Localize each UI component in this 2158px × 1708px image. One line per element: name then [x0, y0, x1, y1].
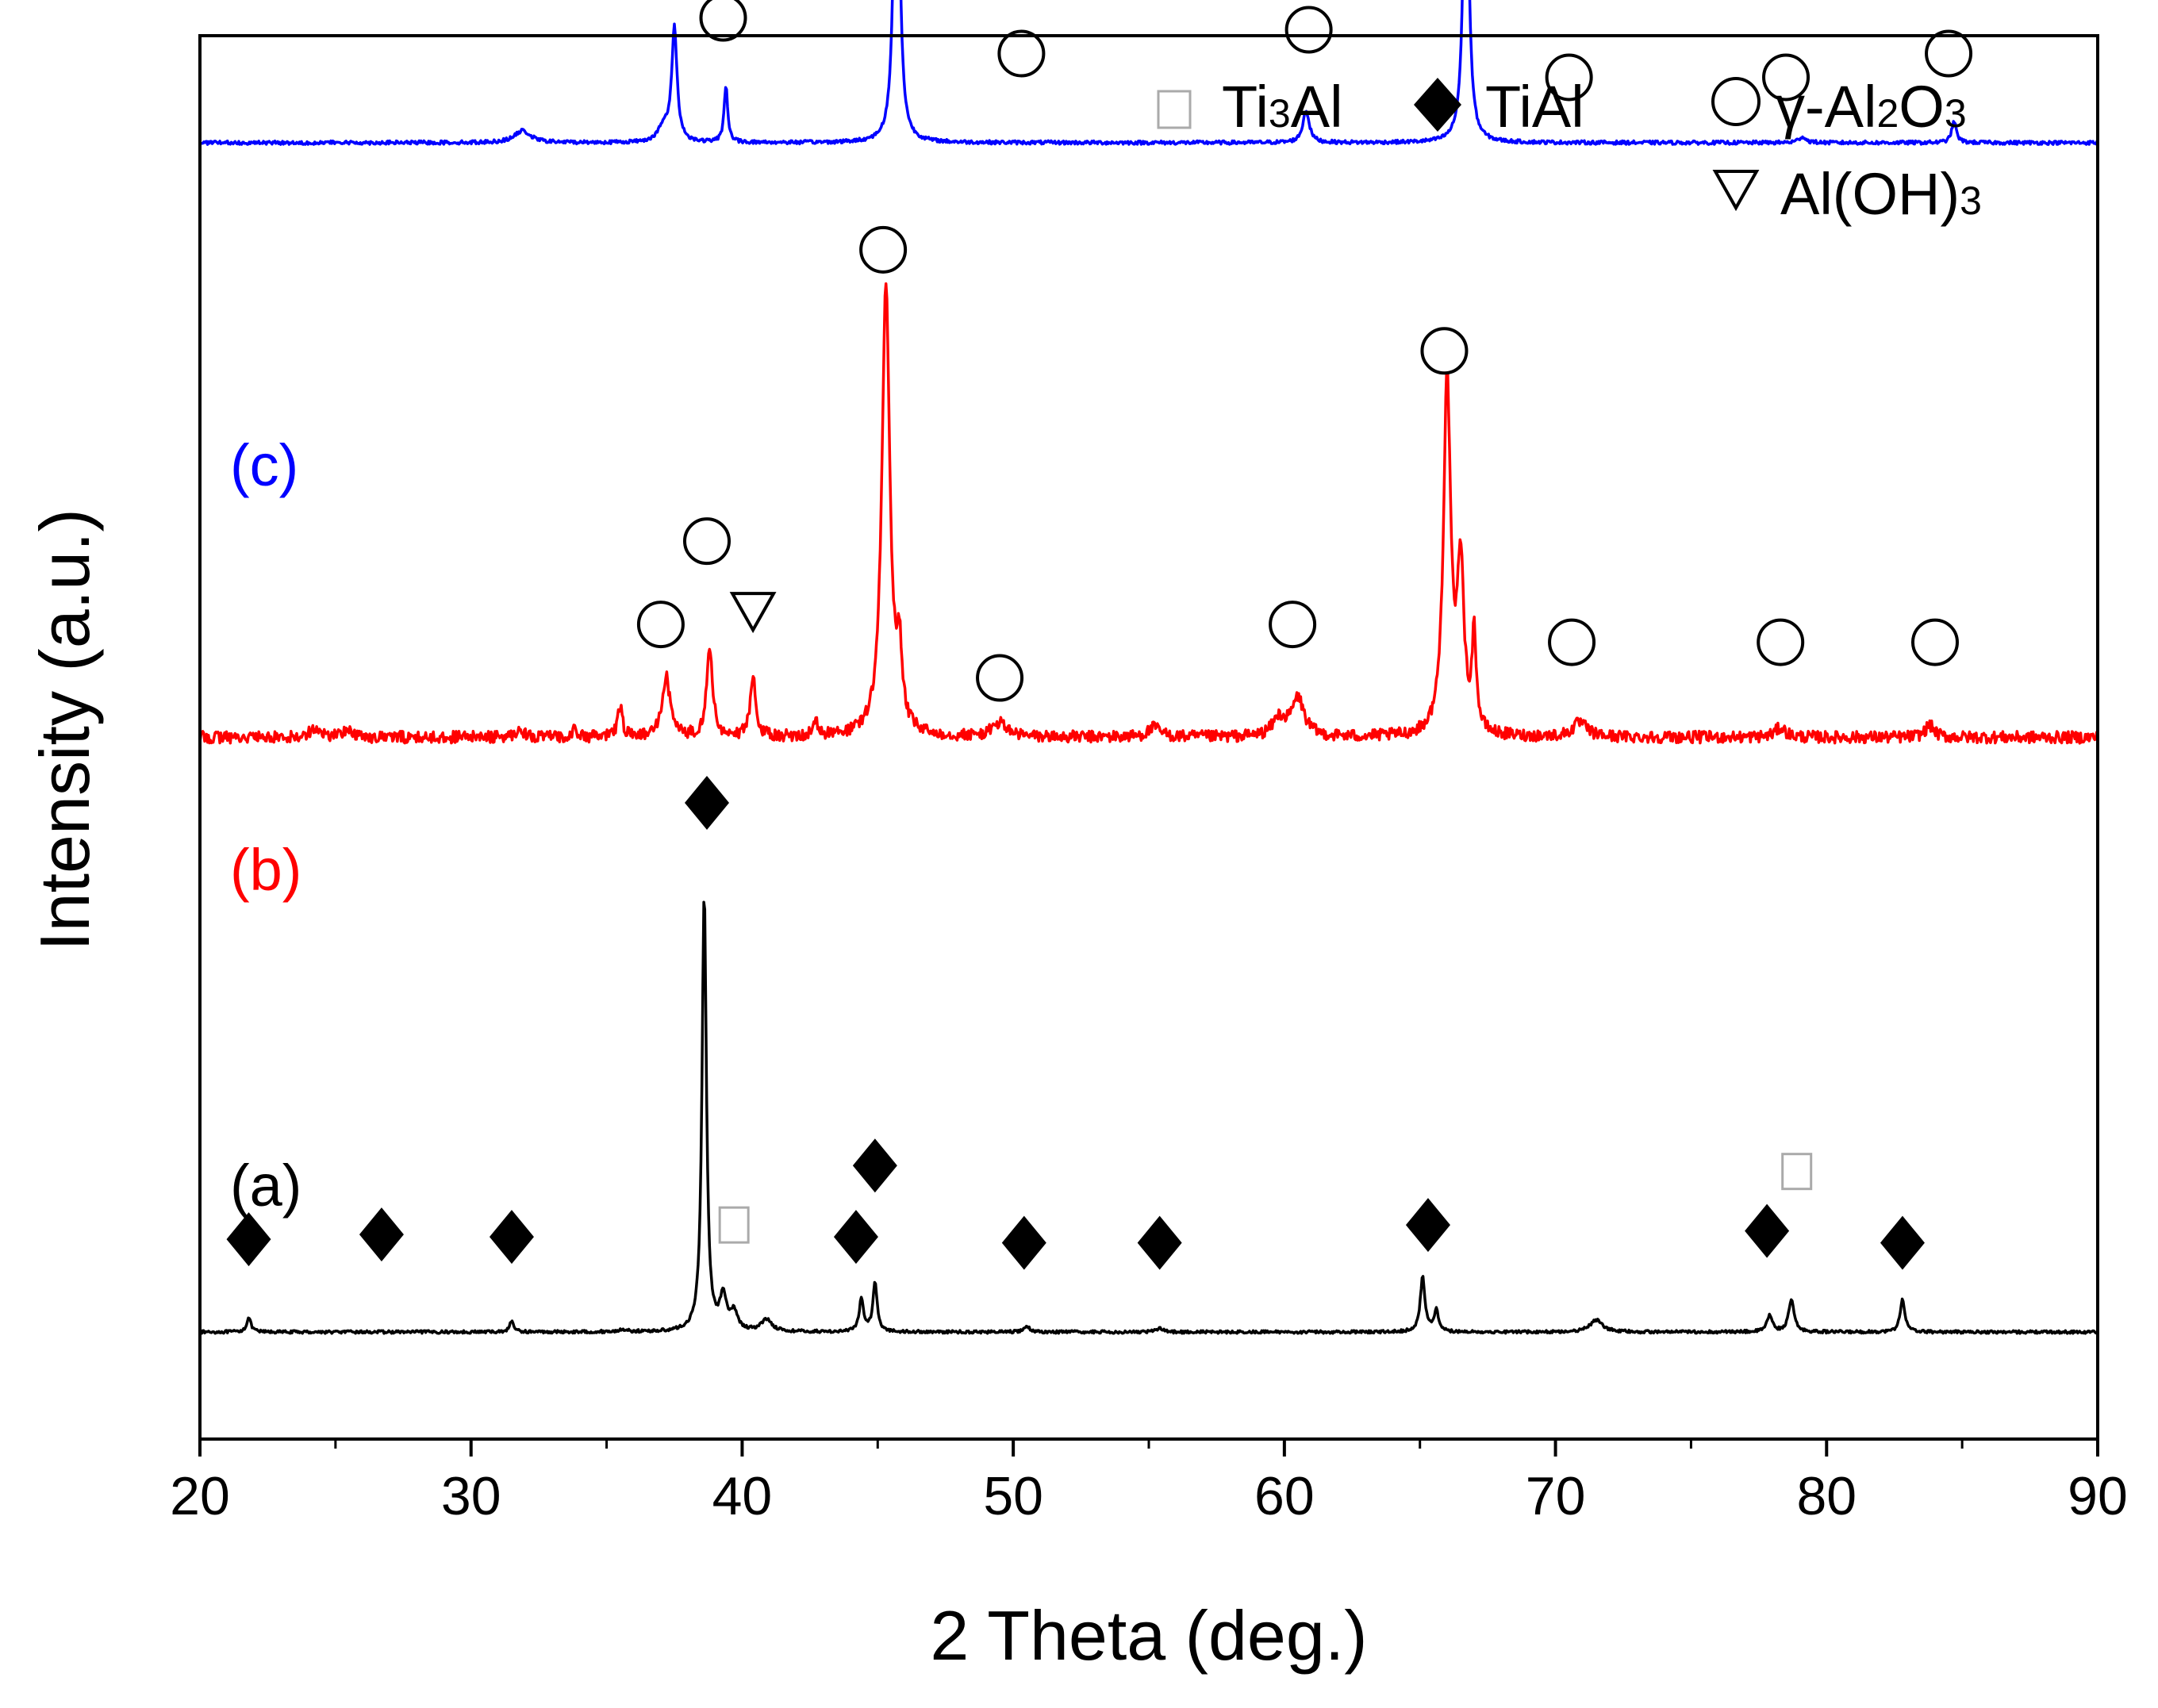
- tial-marker: [685, 775, 730, 830]
- tial-marker: [1880, 1215, 1925, 1270]
- peak-annotations: [226, 0, 1973, 1270]
- al2o3-marker: [976, 654, 1024, 702]
- al2o3-marker: [859, 225, 908, 274]
- y-axis-title: Intensity (a.u.): [25, 509, 104, 951]
- legend-ti3al-marker: [1157, 90, 1192, 129]
- series-label-b: (b): [230, 837, 301, 903]
- legend-tial-marker: [1414, 78, 1461, 132]
- aloh3-marker: [729, 592, 777, 634]
- x-tick-label: 40: [712, 1466, 773, 1526]
- tial-marker: [833, 1210, 878, 1265]
- series-label-c: (c): [230, 432, 298, 498]
- ti3al-marker: [1781, 1153, 1813, 1191]
- series-line-b: [198, 282, 2099, 745]
- al2o3-marker: [997, 29, 1046, 78]
- al2o3-marker: [1757, 618, 1805, 666]
- series-line-c: [199, 0, 2099, 146]
- al2o3-marker: [1762, 53, 1810, 102]
- legend-ti3al-sub: 3: [1269, 91, 1291, 136]
- al2o3-marker: [636, 601, 685, 649]
- x-tick-label: 30: [441, 1466, 501, 1526]
- al2o3-marker: [683, 517, 731, 566]
- legend-tial-label: TiAl: [1485, 74, 1584, 140]
- x-axis-ticks: 20 30 40 50 60 70 80 90: [170, 1439, 2128, 1526]
- legend: Ti3Al TiAl γ-Al2O3 Al(OH)3: [1157, 74, 1982, 227]
- legend-aloh3-marker: [1712, 170, 1760, 212]
- legend-aloh3-sub: 3: [1960, 178, 1982, 223]
- ti3al-marker: [718, 1206, 750, 1244]
- al2o3-marker: [1548, 618, 1596, 666]
- legend-al2o3-marker: [1711, 77, 1761, 126]
- x-tick-label: 50: [983, 1466, 1043, 1526]
- legend-ti3al-rest: Al: [1291, 74, 1343, 140]
- x-tick-label: 60: [1254, 1466, 1315, 1526]
- al2o3-marker: [1910, 618, 1959, 666]
- al2o3-marker: [1545, 53, 1593, 102]
- al2o3-marker: [699, 0, 747, 42]
- al2o3-marker: [1925, 29, 1973, 78]
- tial-marker: [489, 1210, 534, 1265]
- series-line-a: [199, 900, 2099, 1335]
- x-tick-label: 70: [1526, 1466, 1586, 1526]
- x-tick-label: 20: [170, 1466, 230, 1526]
- legend-al2o3-label: γ-Al2O3: [1776, 74, 1967, 140]
- tial-marker: [359, 1207, 404, 1262]
- x-axis-title: 2 Theta (deg.): [930, 1596, 1367, 1675]
- al2o3-marker: [1420, 327, 1469, 375]
- tial-marker: [1137, 1215, 1182, 1270]
- al2o3-marker: [1269, 601, 1317, 649]
- legend-al2o3-mid: O: [1899, 74, 1945, 140]
- plot-area: [198, 0, 2099, 1335]
- x-tick-label: 90: [2068, 1466, 2128, 1526]
- legend-al2o3-text: γ-Al: [1776, 74, 1876, 140]
- legend-aloh3-text: Al(OH): [1780, 161, 1960, 227]
- legend-ti3al-label: Ti3Al: [1222, 74, 1343, 140]
- tial-marker: [1405, 1198, 1450, 1253]
- tial-marker: [1745, 1203, 1790, 1258]
- tial-marker: [1001, 1215, 1046, 1270]
- tial-marker: [226, 1212, 271, 1267]
- al2o3-marker: [1284, 6, 1333, 54]
- tial-marker: [852, 1138, 897, 1193]
- legend-aloh3-label: Al(OH)3: [1780, 161, 1982, 227]
- legend-al2o3-sub2: 3: [1945, 91, 1967, 136]
- x-tick-label: 80: [1796, 1466, 1857, 1526]
- series-label-a: (a): [230, 1153, 301, 1219]
- legend-ti3al-text: Ti: [1222, 74, 1269, 140]
- legend-al2o3-sub1: 2: [1876, 91, 1899, 136]
